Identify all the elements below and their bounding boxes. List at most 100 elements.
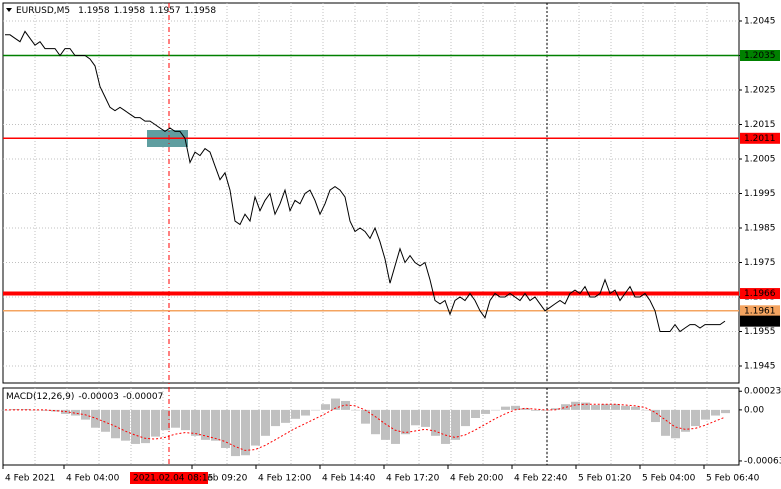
y-tick-label: -0.00063	[744, 456, 781, 466]
macd-bar	[361, 409, 370, 424]
macd-bar	[661, 409, 670, 436]
y-tick-label: 0.00023	[744, 387, 781, 397]
level-label: 1.1961	[744, 306, 776, 316]
grid	[3, 3, 739, 465]
x-tick-label: 4 Feb 12:00	[258, 474, 312, 484]
x-tick-label: 5 Feb 01:20	[578, 474, 632, 484]
y-tick-label: 0.00	[744, 405, 764, 415]
macd-bar	[461, 409, 470, 427]
cursor-time-bg	[130, 472, 208, 484]
x-tick-label: 4 Feb 2021	[5, 474, 55, 484]
macd-bar	[651, 409, 660, 423]
macd-bar	[241, 409, 250, 456]
x-tick-label: 4 Feb 14:40	[322, 474, 376, 484]
macd-bar	[301, 409, 310, 416]
macd-bar	[691, 409, 700, 427]
macd-bar	[51, 409, 60, 412]
macd-bar	[71, 409, 80, 416]
macd-bar	[541, 409, 550, 411]
macd-bar	[321, 404, 330, 410]
macd-bar	[121, 409, 130, 441]
macd-bar	[531, 409, 540, 411]
macd-bar	[221, 409, 230, 448]
macd-bar	[351, 409, 360, 411]
macd-bar	[191, 409, 200, 436]
x-tick-label: 5 Feb 04:00	[642, 474, 696, 484]
header: EURUSD,M5 1.1958 1.1958 1.1957 1.1958	[16, 6, 216, 16]
y-tick-label: 1.2015	[744, 120, 776, 130]
y-tick-label: 1.1945	[744, 362, 776, 372]
macd-bar	[391, 409, 400, 444]
macd-bar	[341, 400, 350, 410]
macd-bar	[171, 409, 180, 428]
level-label: 1.1966	[744, 289, 776, 299]
y-tick-label: 1.2005	[744, 155, 776, 165]
macd-bar	[371, 409, 380, 435]
level-label-bg	[740, 132, 780, 144]
macd-bar	[201, 409, 210, 440]
menu-icon	[6, 8, 12, 12]
level-label-bg	[740, 50, 780, 61]
macd-bar	[591, 405, 600, 410]
macd-bar	[571, 401, 580, 410]
ohlc-value: 1.1958	[78, 6, 110, 16]
x-tick-label: 4 Feb 04:00	[66, 474, 120, 484]
macd-bar	[411, 409, 420, 426]
macd-bar	[511, 405, 520, 410]
macd-bar	[181, 409, 190, 431]
macd-bar	[11, 409, 20, 410]
x-tick-label: 4 Feb 20:00	[450, 474, 504, 484]
macd-bar	[601, 404, 610, 410]
macd-bar	[331, 398, 340, 410]
macd-bar	[491, 409, 500, 411]
y-tick-label: 1.1985	[744, 224, 776, 234]
macd-bar	[211, 409, 220, 441]
macd-bar	[501, 406, 510, 410]
indicator-name: MACD(12,26,9)	[6, 392, 74, 402]
macd-bar	[721, 409, 730, 414]
indicator-value: -0.00007	[123, 392, 163, 402]
macd-bar	[131, 409, 140, 444]
level-label-bg	[740, 305, 780, 317]
level-label-bg	[740, 288, 780, 300]
macd-bar	[251, 409, 260, 446]
macd-bar	[451, 409, 460, 440]
macd-bar	[401, 409, 410, 435]
ohlc-value: 1.1958	[114, 6, 146, 16]
macd-bar	[621, 405, 630, 410]
y-tick-label: 1.1975	[744, 258, 776, 268]
macd-bar	[161, 409, 170, 431]
macd-bar	[91, 409, 100, 428]
level-label: 1.2011	[744, 134, 776, 144]
macd-bar	[581, 402, 590, 410]
macd-bar	[271, 409, 280, 427]
macd-bar	[551, 408, 560, 410]
macd-bar	[481, 409, 490, 414]
macd-bar	[431, 409, 440, 436]
macd-bar	[231, 409, 240, 457]
macd-bar	[281, 409, 290, 423]
macd-bar	[561, 404, 570, 410]
macd-header: MACD(12,26,9) -0.00003 -0.00007	[6, 392, 163, 402]
macd-bar	[151, 409, 160, 437]
macd-bar	[101, 409, 110, 432]
ohlc-value: 1.1958	[185, 6, 217, 16]
macd-bar	[611, 404, 620, 410]
signal-line	[5, 403, 726, 451]
macd-bar	[111, 409, 120, 439]
cursor-time-label: 2021.02.04 08:15	[133, 474, 213, 484]
main-pane	[2, 2, 740, 384]
macd-bar	[711, 409, 720, 416]
price-line	[5, 30, 726, 333]
macd-bar	[671, 409, 680, 439]
macd-bar	[471, 409, 480, 418]
macd-bar	[681, 409, 690, 432]
last-price-label: 1.1958	[744, 317, 776, 327]
x-tick-label: 4 Feb 09:20	[194, 474, 248, 484]
macd-bar	[441, 409, 450, 444]
level-label: 1.2035	[744, 51, 776, 61]
macd-bar	[291, 409, 300, 419]
macd-bar	[381, 409, 390, 440]
